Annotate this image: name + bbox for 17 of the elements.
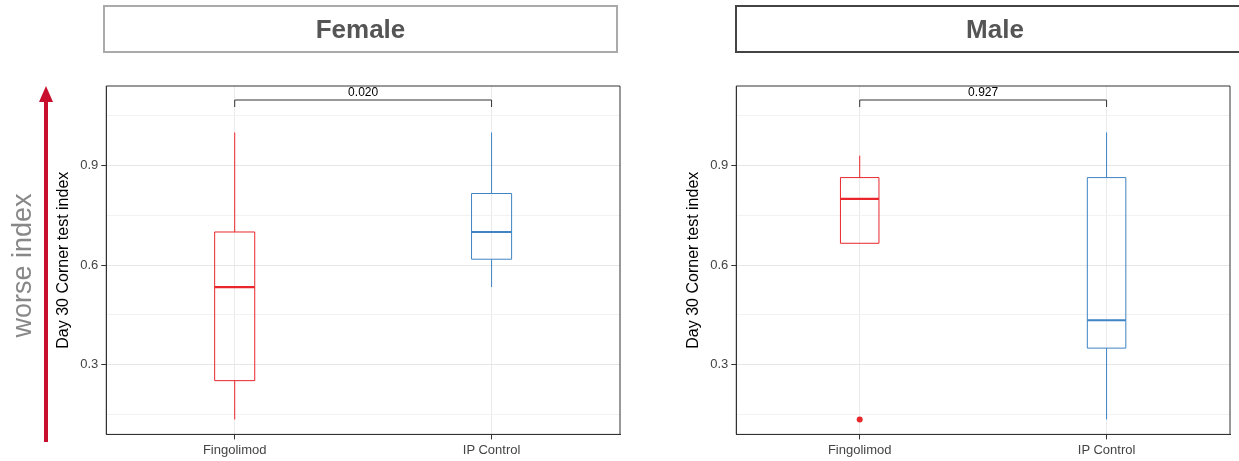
y-tick-label: 0.3 — [80, 356, 99, 372]
y-axis-title: Day 30 Corner test index — [54, 171, 72, 349]
y-axis-title: Day 30 Corner test index — [684, 171, 702, 349]
y-tick-label: 0.6 — [80, 256, 99, 272]
x-tick-label: IP Control — [1077, 441, 1136, 457]
y-tick-label: 0.3 — [710, 356, 729, 372]
annotation: 0.927 — [968, 85, 999, 100]
text: worse index — [6, 192, 38, 338]
x-tick-label: Fingolimod — [202, 441, 267, 457]
chart-title: Male — [735, 5, 1239, 53]
y-tick-label: 0.9 — [710, 157, 729, 173]
annotation: 0.020 — [348, 85, 379, 100]
x-tick-label: Fingolimod — [827, 441, 892, 457]
x-tick-label: IP Control — [462, 441, 521, 457]
y-tick-label: 0.6 — [710, 256, 729, 272]
y-tick-label: 0.9 — [80, 157, 99, 173]
chart-title: Female — [103, 5, 618, 53]
